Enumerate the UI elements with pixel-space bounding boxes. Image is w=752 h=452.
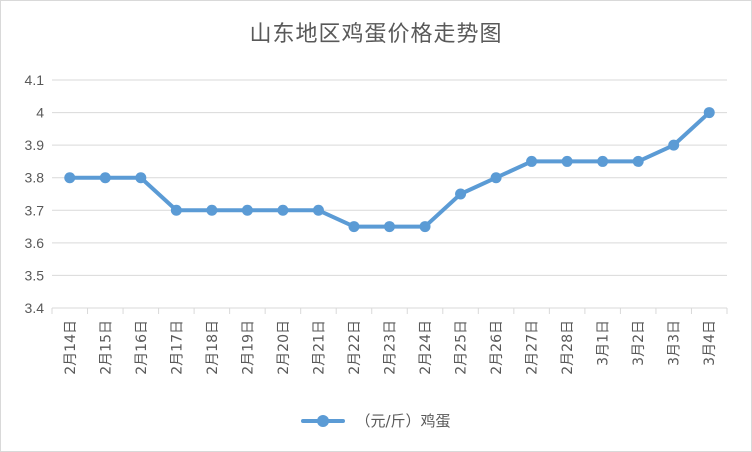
y-axis-tick-labels: 3.4 3.5 3.6 3.7 3.8 3.9 4 4.1 bbox=[25, 72, 45, 316]
legend-marker bbox=[301, 414, 346, 428]
data-point bbox=[668, 139, 680, 151]
y-tick-label: 3.6 bbox=[25, 235, 45, 251]
data-point bbox=[348, 221, 360, 233]
data-point bbox=[384, 221, 395, 233]
y-tick-label: 3.8 bbox=[25, 170, 45, 186]
x-tick-label: 2月27日 bbox=[525, 320, 541, 375]
x-tick-label: 2月22日 bbox=[347, 320, 363, 375]
x-tick-label: 3月4日 bbox=[702, 320, 718, 366]
x-tick-label: 2月15日 bbox=[98, 320, 114, 375]
x-tick-label: 2月18日 bbox=[205, 320, 221, 375]
y-tick-label: 3.5 bbox=[25, 267, 45, 283]
x-tick-label: 2月21日 bbox=[311, 320, 327, 375]
series-line bbox=[67, 110, 712, 229]
x-tick-label: 2月24日 bbox=[418, 320, 434, 375]
x-tick-label: 2月26日 bbox=[489, 320, 505, 375]
data-point bbox=[703, 107, 715, 119]
data-point bbox=[490, 172, 502, 184]
x-tick-label: 2月17日 bbox=[169, 320, 185, 375]
y-tick-label: 3.4 bbox=[25, 300, 45, 316]
x-tick-label: 2月14日 bbox=[63, 320, 79, 375]
data-point bbox=[597, 155, 609, 167]
x-tick-label: 2月23日 bbox=[383, 320, 399, 375]
x-tick-label: 3月3日 bbox=[667, 320, 683, 366]
data-point bbox=[206, 204, 218, 216]
data-point bbox=[526, 155, 538, 167]
y-tick-label: 3.7 bbox=[25, 202, 45, 218]
legend: （元/斤）鸡蛋 bbox=[0, 410, 752, 431]
x-tick-label: 3月1日 bbox=[596, 320, 612, 366]
data-point bbox=[135, 172, 147, 184]
x-axis: 2月14日 2月15日 2月16日 2月17日 2月18日 2月19日 2月20日 2月21日… bbox=[51, 308, 728, 375]
data-point bbox=[99, 172, 111, 184]
x-tick-label: 2月25日 bbox=[454, 320, 470, 375]
data-point bbox=[64, 172, 76, 184]
x-tick-label: 2月20日 bbox=[276, 320, 292, 375]
grid-lines bbox=[52, 79, 727, 309]
legend-label: （元/斤）鸡蛋 bbox=[355, 412, 451, 430]
x-tick-label: 2月19日 bbox=[240, 320, 256, 375]
x-tick-label: 2月28日 bbox=[560, 320, 576, 375]
data-point bbox=[455, 188, 467, 200]
x-tick-label: 2月16日 bbox=[134, 320, 150, 375]
y-tick-label: 4 bbox=[36, 105, 44, 121]
data-point bbox=[561, 155, 573, 167]
x-tick-label: 3月2日 bbox=[631, 320, 647, 366]
data-point bbox=[170, 204, 182, 216]
data-point bbox=[419, 221, 431, 233]
data-point bbox=[632, 155, 644, 167]
data-point bbox=[241, 204, 253, 216]
y-tick-label: 4.1 bbox=[25, 72, 45, 88]
series-layer bbox=[64, 107, 715, 233]
data-point bbox=[312, 204, 324, 216]
chart-title: 山东地区鸡蛋价格走势图 bbox=[249, 22, 503, 47]
y-tick-label: 3.9 bbox=[25, 137, 45, 153]
data-point bbox=[277, 204, 289, 216]
